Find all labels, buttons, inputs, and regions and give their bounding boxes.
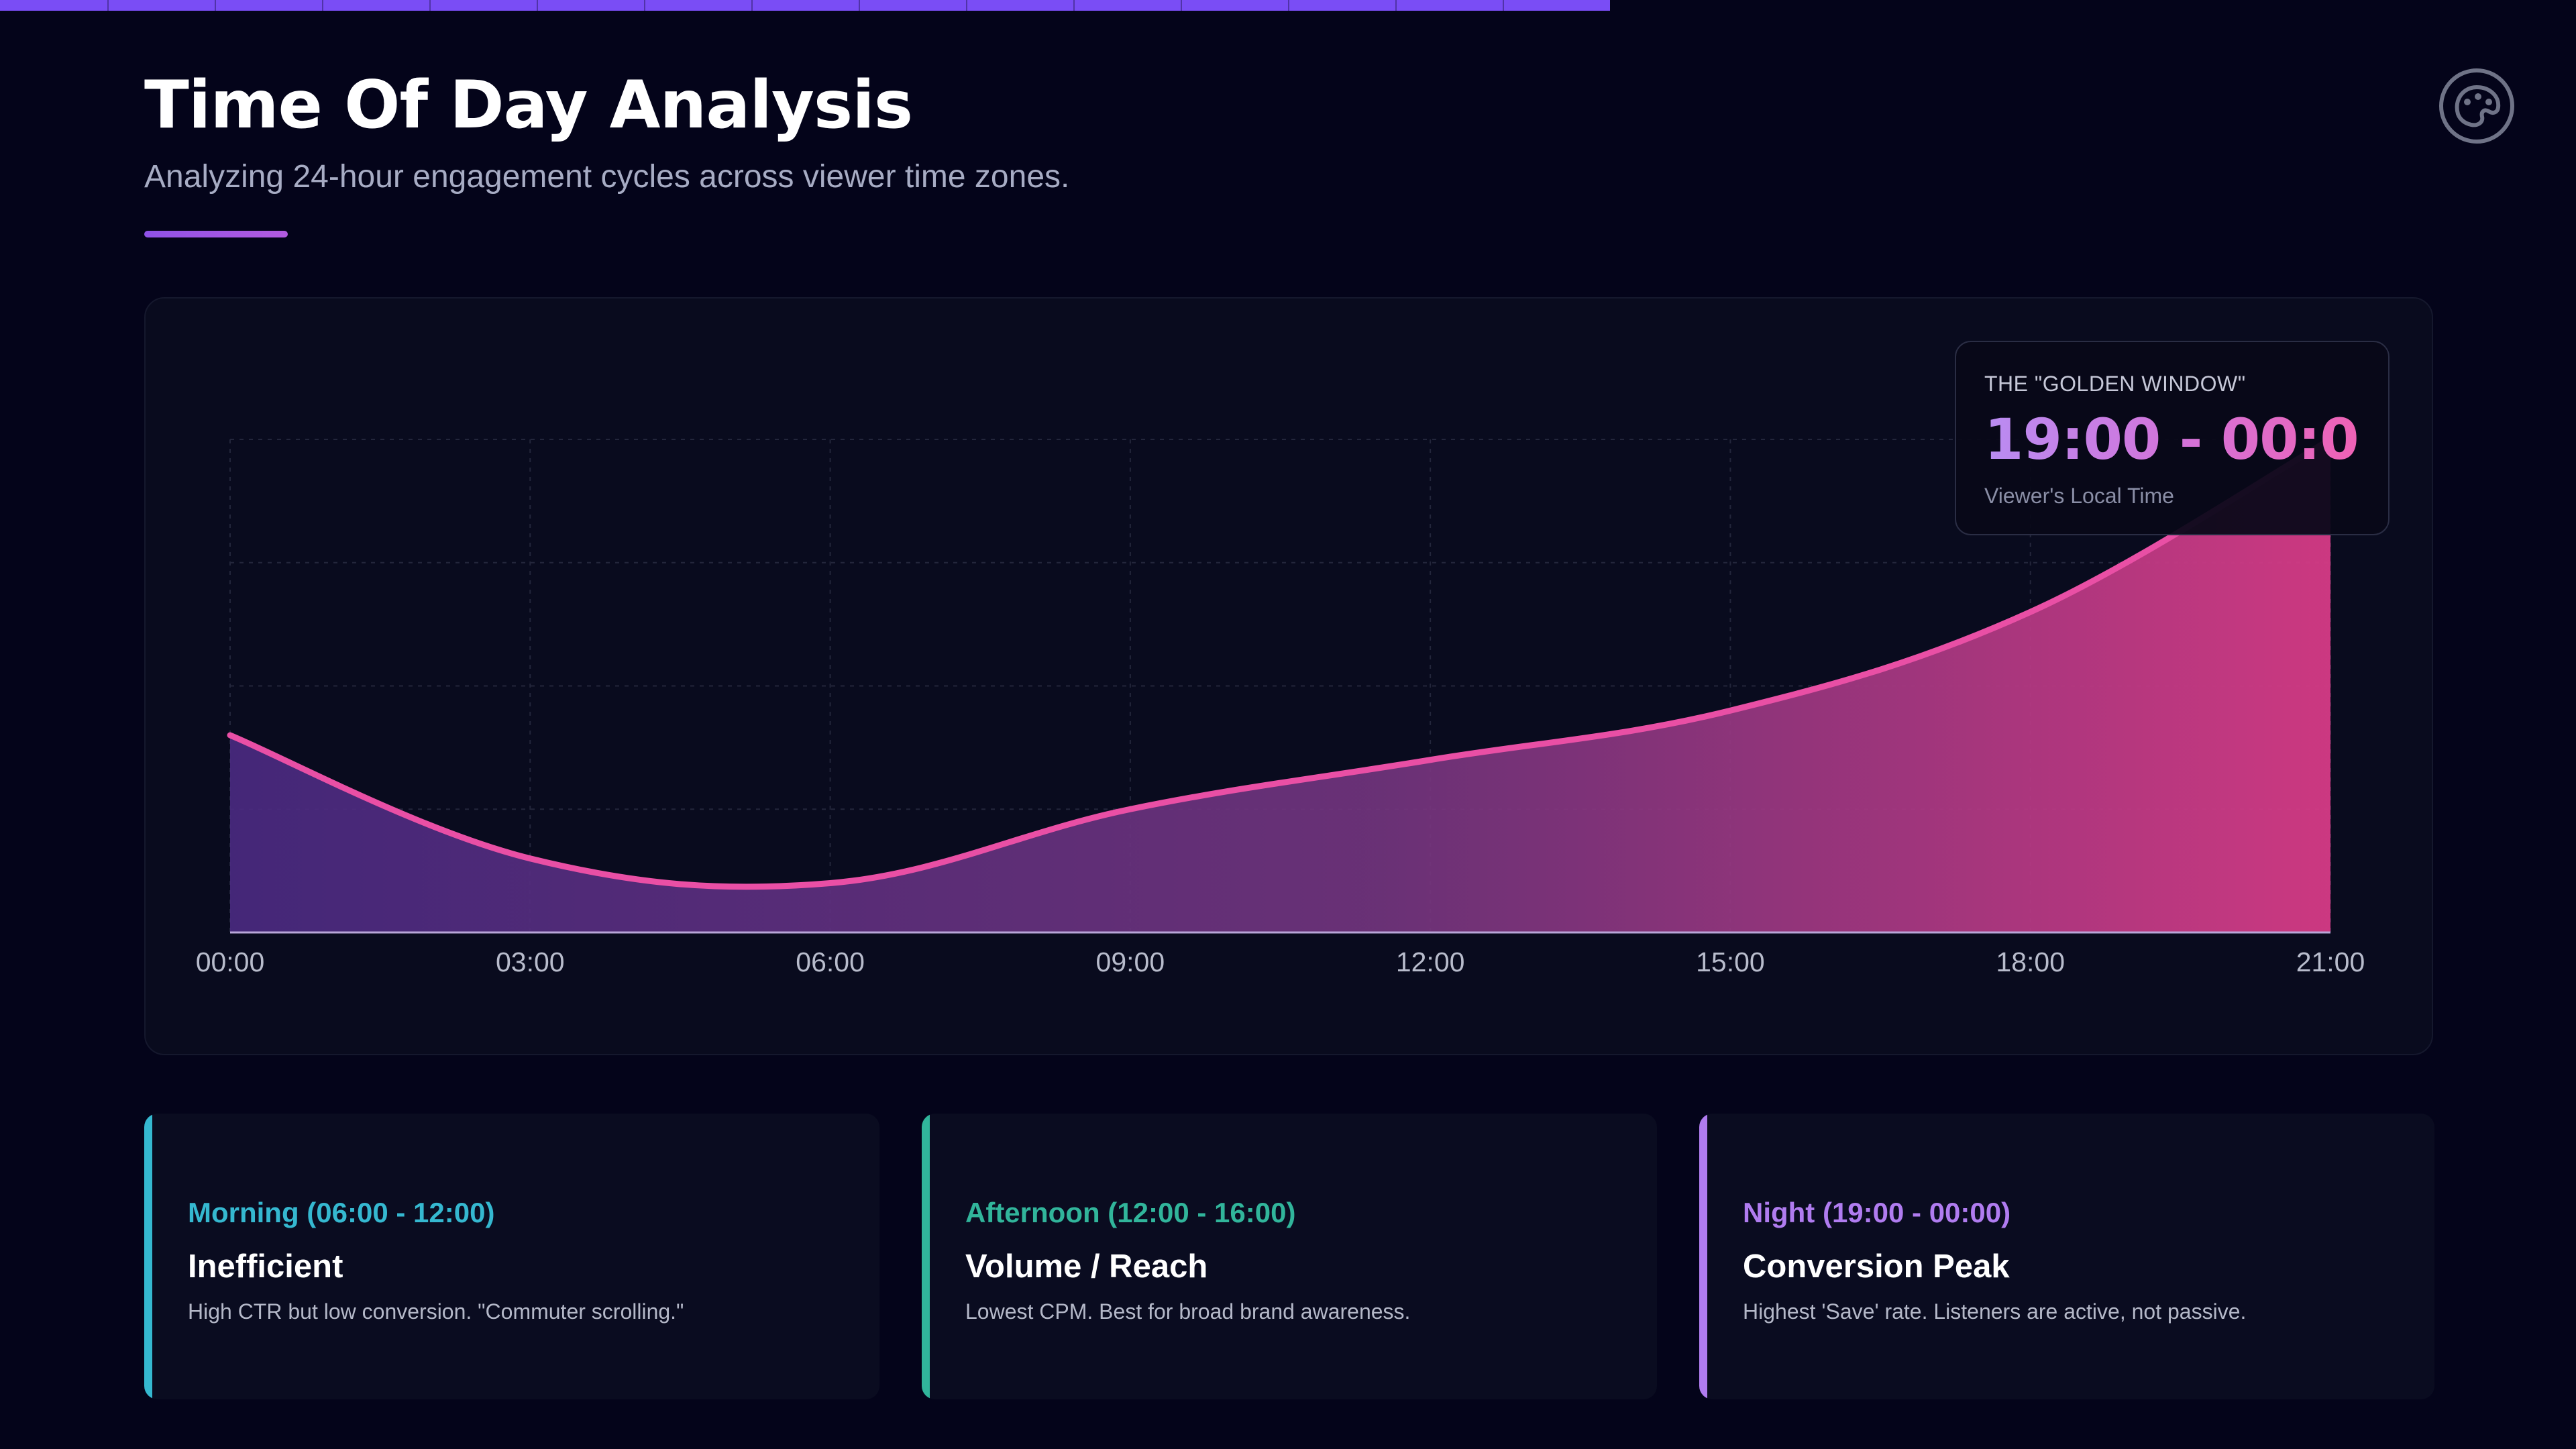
card-title: Conversion Peak (1743, 1248, 2010, 1285)
slide-progress-fill (0, 0, 1610, 11)
x-tick-label: 21:00 (2296, 947, 2365, 977)
x-tick-label: 03:00 (496, 947, 565, 977)
progress-segment-divider (1073, 0, 1075, 11)
card-title: Volume / Reach (965, 1248, 1208, 1285)
x-tick-label: 18:00 (1996, 947, 2065, 977)
progress-segment-divider (751, 0, 753, 11)
insight-card-night: Night (19:00 - 00:00) Conversion Peak Hi… (1699, 1114, 2434, 1399)
series-area (230, 439, 2330, 932)
progress-segment-divider (644, 0, 645, 11)
page-title: Time Of Day Analysis (144, 67, 913, 144)
title-accent-rule (144, 231, 288, 237)
progress-segment-divider (322, 0, 323, 11)
card-title: Inefficient (188, 1248, 343, 1285)
progress-segment-divider (1181, 0, 1182, 11)
insight-card-morning: Morning (06:00 - 12:00) Inefficient High… (144, 1114, 879, 1399)
card-description: Highest 'Save' rate. Listeners are activ… (1743, 1299, 2247, 1324)
insight-card-afternoon: Afternoon (12:00 - 16:00) Volume / Reach… (922, 1114, 1657, 1399)
callout-caption: Viewer's Local Time (1984, 484, 2174, 508)
progress-segment-divider (537, 0, 538, 11)
page-subtitle: Analyzing 24-hour engagement cycles acro… (144, 159, 1070, 195)
series-line (227, 436, 2334, 890)
progress-segment-divider (1395, 0, 1397, 11)
x-tick-label: 15:00 (1696, 947, 1765, 977)
progress-segment-divider (859, 0, 860, 11)
callout-time-range: 19:00 - 00:00 (1984, 407, 2398, 472)
callout-eyebrow: THE "GOLDEN WINDOW" (1984, 372, 2246, 396)
x-tick-label: 06:00 (796, 947, 865, 977)
progress-segment-divider (429, 0, 431, 11)
card-period: Morning (06:00 - 12:00) (188, 1197, 495, 1228)
golden-window-callout: THE "GOLDEN WINDOW" 19:00 - 00:00 Viewer… (1955, 341, 2398, 535)
card-description: High CTR but low conversion. "Commuter s… (188, 1299, 684, 1324)
card-accent-bar (1699, 1114, 1707, 1399)
x-tick-label: 12:00 (1396, 947, 1465, 977)
progress-segment-divider (107, 0, 109, 11)
card-accent-bar (144, 1114, 152, 1399)
progress-segment-divider (1288, 0, 1289, 11)
x-tick-label: 00:00 (196, 947, 265, 977)
progress-segment-divider (215, 0, 216, 11)
card-description: Lowest CPM. Best for broad brand awarene… (965, 1299, 1411, 1324)
palette-icon (2439, 68, 2514, 144)
slide-progress-track (0, 0, 2576, 11)
card-accent-bar (922, 1114, 930, 1399)
progress-segment-divider (966, 0, 967, 11)
x-tick-label: 09:00 (1096, 947, 1165, 977)
card-period: Afternoon (12:00 - 16:00) (965, 1197, 1296, 1228)
progress-segment-divider (1503, 0, 1504, 11)
card-period: Night (19:00 - 00:00) (1743, 1197, 2011, 1228)
